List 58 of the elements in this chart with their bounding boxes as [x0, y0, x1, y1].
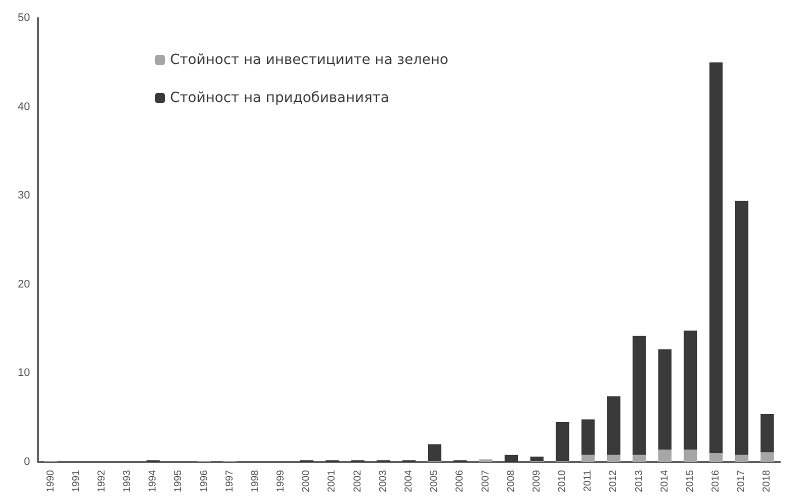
bar — [760, 452, 774, 462]
x-tick-label: 1996 — [198, 470, 210, 492]
y-tick-label: 0 — [24, 456, 30, 468]
x-tick-label: 2013 — [634, 470, 645, 492]
x-tick-label: 2011 — [582, 470, 594, 492]
bar — [607, 396, 620, 455]
x-tick-label: 1990 — [45, 470, 56, 492]
x-tick-label: 2002 — [352, 470, 364, 492]
x-tick-label: 2005 — [429, 470, 440, 492]
bar — [734, 200, 748, 455]
x-tick-label: 1997 — [224, 470, 236, 492]
bar — [632, 336, 646, 455]
x-tick-label: 2003 — [378, 470, 389, 492]
bar — [760, 414, 774, 452]
x-tick-label: 2004 — [404, 470, 414, 492]
x-tick-label: 1992 — [96, 470, 108, 492]
x-tick-label: 1991 — [70, 470, 82, 492]
bar — [581, 419, 595, 455]
y-tick-label: 10 — [18, 367, 30, 380]
x-tick-label: 2012 — [608, 470, 620, 492]
bar — [709, 453, 723, 462]
y-tick-label: 20 — [18, 278, 30, 290]
bar — [658, 450, 672, 462]
bar — [556, 422, 570, 462]
y-tick-label: 50 — [18, 12, 30, 24]
y-tick-label: 30 — [18, 190, 30, 202]
bar — [658, 349, 672, 450]
legend-label: Стойност на придобиванията — [170, 90, 390, 106]
bar — [684, 450, 698, 462]
bar — [684, 330, 698, 450]
x-tick-label: 2008 — [506, 470, 517, 492]
bar — [530, 456, 544, 462]
legend-label: Стойност на инвестициите на зелено — [170, 52, 448, 68]
x-tick-label: 2000 — [301, 470, 312, 492]
x-tick-label: 2007 — [480, 470, 492, 492]
x-tick-label: 2017 — [736, 470, 748, 492]
bar — [504, 454, 518, 462]
bar — [479, 459, 492, 462]
x-tick-label: 1995 — [173, 470, 184, 492]
x-tick-label: 2009 — [531, 470, 542, 492]
x-tick-label: 2001 — [326, 470, 338, 492]
x-tick-label: 2016 — [710, 470, 722, 492]
bar — [607, 454, 620, 462]
x-tick-label: 1998 — [250, 470, 261, 492]
y-tick-label: 40 — [18, 100, 30, 113]
x-tick-label: 2014 — [659, 470, 670, 492]
x-tick-label: 2018 — [762, 470, 773, 492]
x-tick-label: 2010 — [557, 470, 568, 492]
bar — [734, 454, 748, 462]
bar — [632, 454, 646, 462]
bar — [581, 454, 595, 462]
x-tick-label: 1999 — [276, 470, 287, 492]
x-tick-label: 2015 — [684, 470, 696, 492]
x-tick-label: 1993 — [122, 470, 134, 492]
x-tick-label: 1994 — [148, 470, 159, 492]
bar — [428, 444, 442, 462]
bar — [709, 62, 723, 454]
x-tick-label: 2006 — [454, 470, 466, 492]
